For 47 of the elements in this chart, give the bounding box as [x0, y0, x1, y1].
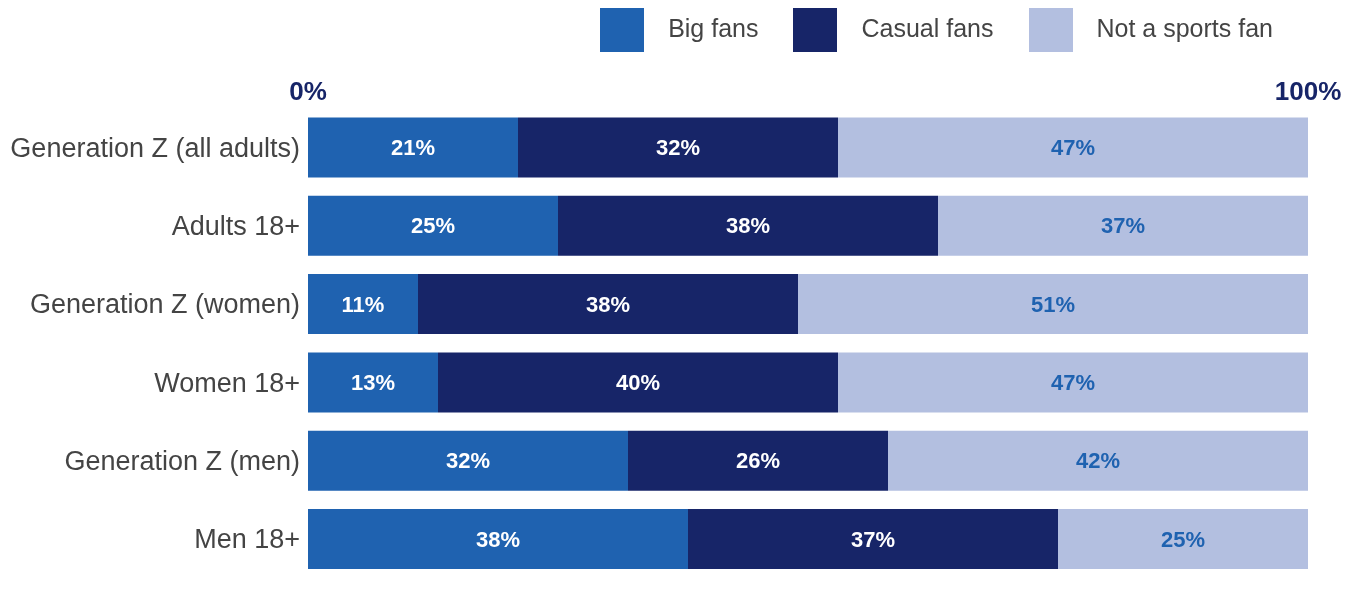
- x-tick-label: 0%: [289, 76, 327, 106]
- bar: [888, 430, 1308, 491]
- bar: [628, 430, 888, 491]
- y-tick-label: Men 18+: [194, 524, 300, 555]
- y-tick-label: Generation Z (women): [29, 289, 300, 320]
- legend-label: Big fans: [668, 13, 759, 42]
- bar: [438, 352, 838, 413]
- data-label: 40%: [615, 369, 661, 395]
- bar: [838, 117, 1308, 178]
- y-tick-label: Women 18+: [154, 367, 300, 398]
- bar: [308, 274, 418, 335]
- data-label: 21%: [390, 134, 436, 160]
- data-label: 25%: [1160, 526, 1206, 552]
- data-label: 32%: [655, 134, 701, 160]
- data-label: 42%: [1075, 448, 1121, 474]
- data-label: 51%: [1030, 291, 1076, 317]
- legend-label: Casual fans: [861, 13, 994, 42]
- y-tick-label: Generation Z (all adults): [10, 132, 300, 163]
- data-label: 38%: [725, 213, 771, 239]
- bar: [308, 509, 688, 570]
- bar: [798, 274, 1308, 335]
- bar: [688, 509, 1058, 570]
- y-tick-label: Generation Z (men): [64, 446, 300, 477]
- bar: [308, 352, 438, 413]
- data-label: 13%: [350, 369, 396, 395]
- bar: [558, 195, 938, 256]
- bar: [418, 274, 798, 335]
- data-label: 47%: [1050, 134, 1096, 160]
- data-label: 26%: [735, 448, 781, 474]
- bar: [518, 117, 838, 178]
- bar: [1058, 509, 1308, 570]
- legend-label: Not a sports fan: [1096, 13, 1273, 42]
- data-label: 11%: [341, 291, 385, 317]
- y-tick-label: Adults 18+: [171, 211, 300, 242]
- bar: [838, 352, 1308, 413]
- data-label: 38%: [585, 291, 631, 317]
- data-label: 37%: [850, 526, 896, 552]
- data-label: 32%: [445, 448, 491, 474]
- data-label: 38%: [475, 526, 521, 552]
- bar: [938, 195, 1308, 256]
- bar: [308, 117, 518, 178]
- x-tick-label: 100%: [1274, 76, 1342, 106]
- data-label: 25%: [410, 213, 456, 239]
- bar: [308, 195, 558, 256]
- data-label: 37%: [1100, 213, 1146, 239]
- bar: [308, 430, 628, 491]
- data-label: 47%: [1050, 369, 1096, 395]
